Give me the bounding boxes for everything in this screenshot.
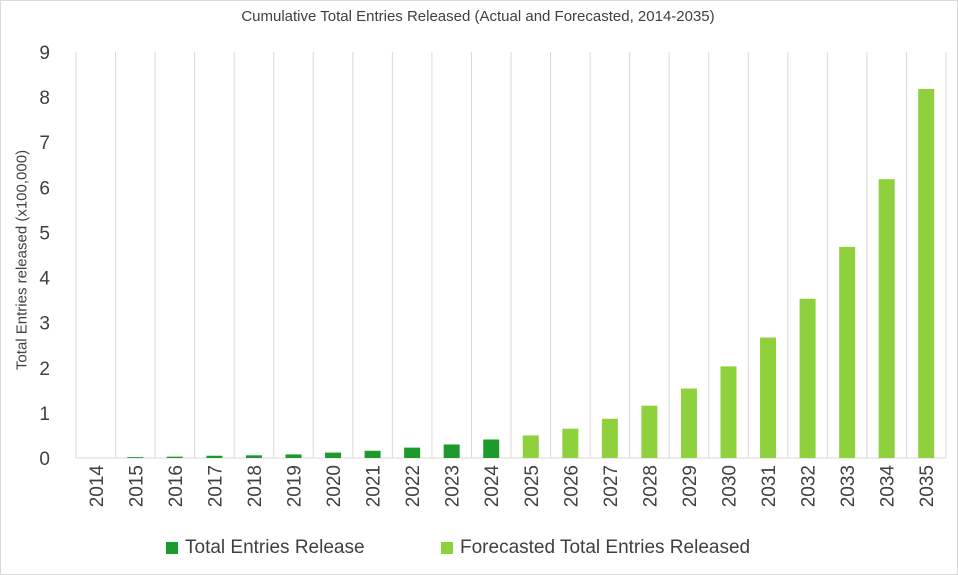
x-tick-label: 2029 xyxy=(680,465,701,507)
bar-forecast xyxy=(522,435,539,458)
y-tick-label: 5 xyxy=(39,223,50,244)
x-tick-label: 2019 xyxy=(285,465,306,507)
chart-title: Cumulative Total Entries Released (Actua… xyxy=(241,8,715,25)
x-tick-label: 2015 xyxy=(126,465,147,507)
y-tick-label: 8 xyxy=(39,88,50,109)
x-tick-label: 2027 xyxy=(601,465,622,507)
legend-swatch-forecast xyxy=(441,542,453,554)
x-tick-label: 2023 xyxy=(443,465,464,507)
bar-forecast xyxy=(878,179,895,459)
y-tick-label: 1 xyxy=(39,404,50,425)
x-tick-label: 2022 xyxy=(403,465,424,507)
x-tick-label: 2017 xyxy=(205,465,226,507)
legend-item-actual: Total Entries Release xyxy=(166,537,365,559)
legend-label-actual: Total Entries Release xyxy=(185,537,365,558)
bar-forecast xyxy=(918,88,935,458)
x-tick-label: 2032 xyxy=(799,465,820,507)
y-tick-label: 9 xyxy=(39,43,50,64)
bar-forecast xyxy=(760,337,777,458)
x-tick-label: 2016 xyxy=(166,465,187,507)
bar-actual xyxy=(364,450,381,458)
bar-actual xyxy=(245,455,262,458)
bar-forecast xyxy=(562,428,579,458)
x-tick-label: 2031 xyxy=(759,465,780,507)
bar-actual xyxy=(285,454,302,458)
bar-actual xyxy=(404,447,421,458)
x-tick-label: 2018 xyxy=(245,465,266,507)
x-tick-label: 2025 xyxy=(522,465,543,507)
y-tick-label: 7 xyxy=(39,133,50,154)
bar-actual xyxy=(206,455,223,458)
x-tick-label: 2026 xyxy=(561,465,582,507)
x-tick-label: 2014 xyxy=(87,465,108,508)
x-tick-label: 2030 xyxy=(720,465,741,507)
bar-actual xyxy=(127,457,144,458)
bar-actual xyxy=(166,456,183,458)
legend-label-forecast: Forecasted Total Entries Released xyxy=(460,537,751,558)
y-tick-label: 2 xyxy=(39,359,50,380)
legend-swatch-actual xyxy=(166,542,178,554)
x-tick-label: 2020 xyxy=(324,465,345,507)
x-tick-label: 2034 xyxy=(878,465,899,508)
bar-forecast xyxy=(799,298,816,458)
bar-actual xyxy=(325,452,342,458)
x-tick-label: 2035 xyxy=(917,465,938,507)
bar-forecast xyxy=(839,246,856,458)
bar-actual xyxy=(483,439,500,458)
x-tick-label: 2033 xyxy=(838,465,859,507)
y-tick-label: 0 xyxy=(39,449,50,470)
bar-forecast xyxy=(641,405,658,458)
bar-forecast xyxy=(720,366,737,458)
y-tick-label: 6 xyxy=(39,178,50,199)
y-tick-label: 4 xyxy=(39,269,50,290)
bar-forecast xyxy=(680,388,697,458)
legend-item-forecast: Forecasted Total Entries Released xyxy=(441,537,750,559)
x-tick-label: 2028 xyxy=(640,465,661,507)
y-tick-label: 3 xyxy=(39,314,50,335)
x-tick-label: 2021 xyxy=(364,465,385,507)
bar-forecast xyxy=(601,418,618,458)
bar-actual xyxy=(443,444,460,458)
x-tick-label: 2024 xyxy=(482,465,503,508)
